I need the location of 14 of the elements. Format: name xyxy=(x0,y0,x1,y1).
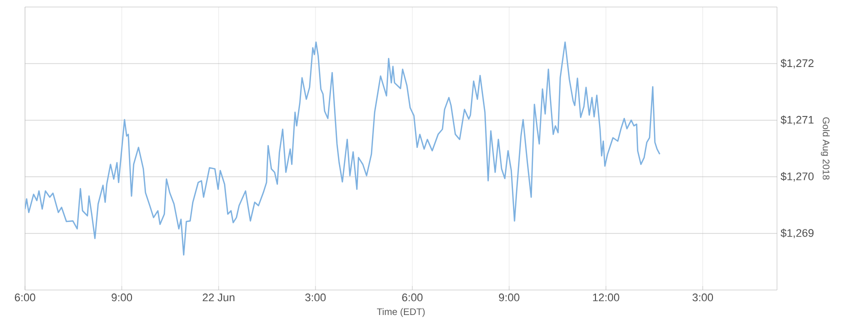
x-tick-label: 9:00 xyxy=(498,294,520,302)
x-tick-label: 6:00 xyxy=(14,294,36,302)
y-tick-label: $1,271 xyxy=(780,115,814,125)
y-tick-label: $1,269 xyxy=(780,228,814,238)
x-tick-label: 9:00 xyxy=(112,294,132,302)
y-axis-title: Gold Aug 2018 xyxy=(820,117,830,180)
x-tick-label: 3:00 xyxy=(305,294,326,302)
y-tick-label: $1,272 xyxy=(780,58,814,68)
x-tick-label: 12:00 xyxy=(593,294,620,302)
x-tick-label: 22 Jun xyxy=(202,294,234,302)
y-tick-label: $1,270 xyxy=(780,172,814,182)
x-tick-label: 6:00 xyxy=(402,294,423,302)
x-tick-label: 3:00 xyxy=(692,294,713,302)
x-axis-title: Time (EDT) xyxy=(376,308,425,317)
